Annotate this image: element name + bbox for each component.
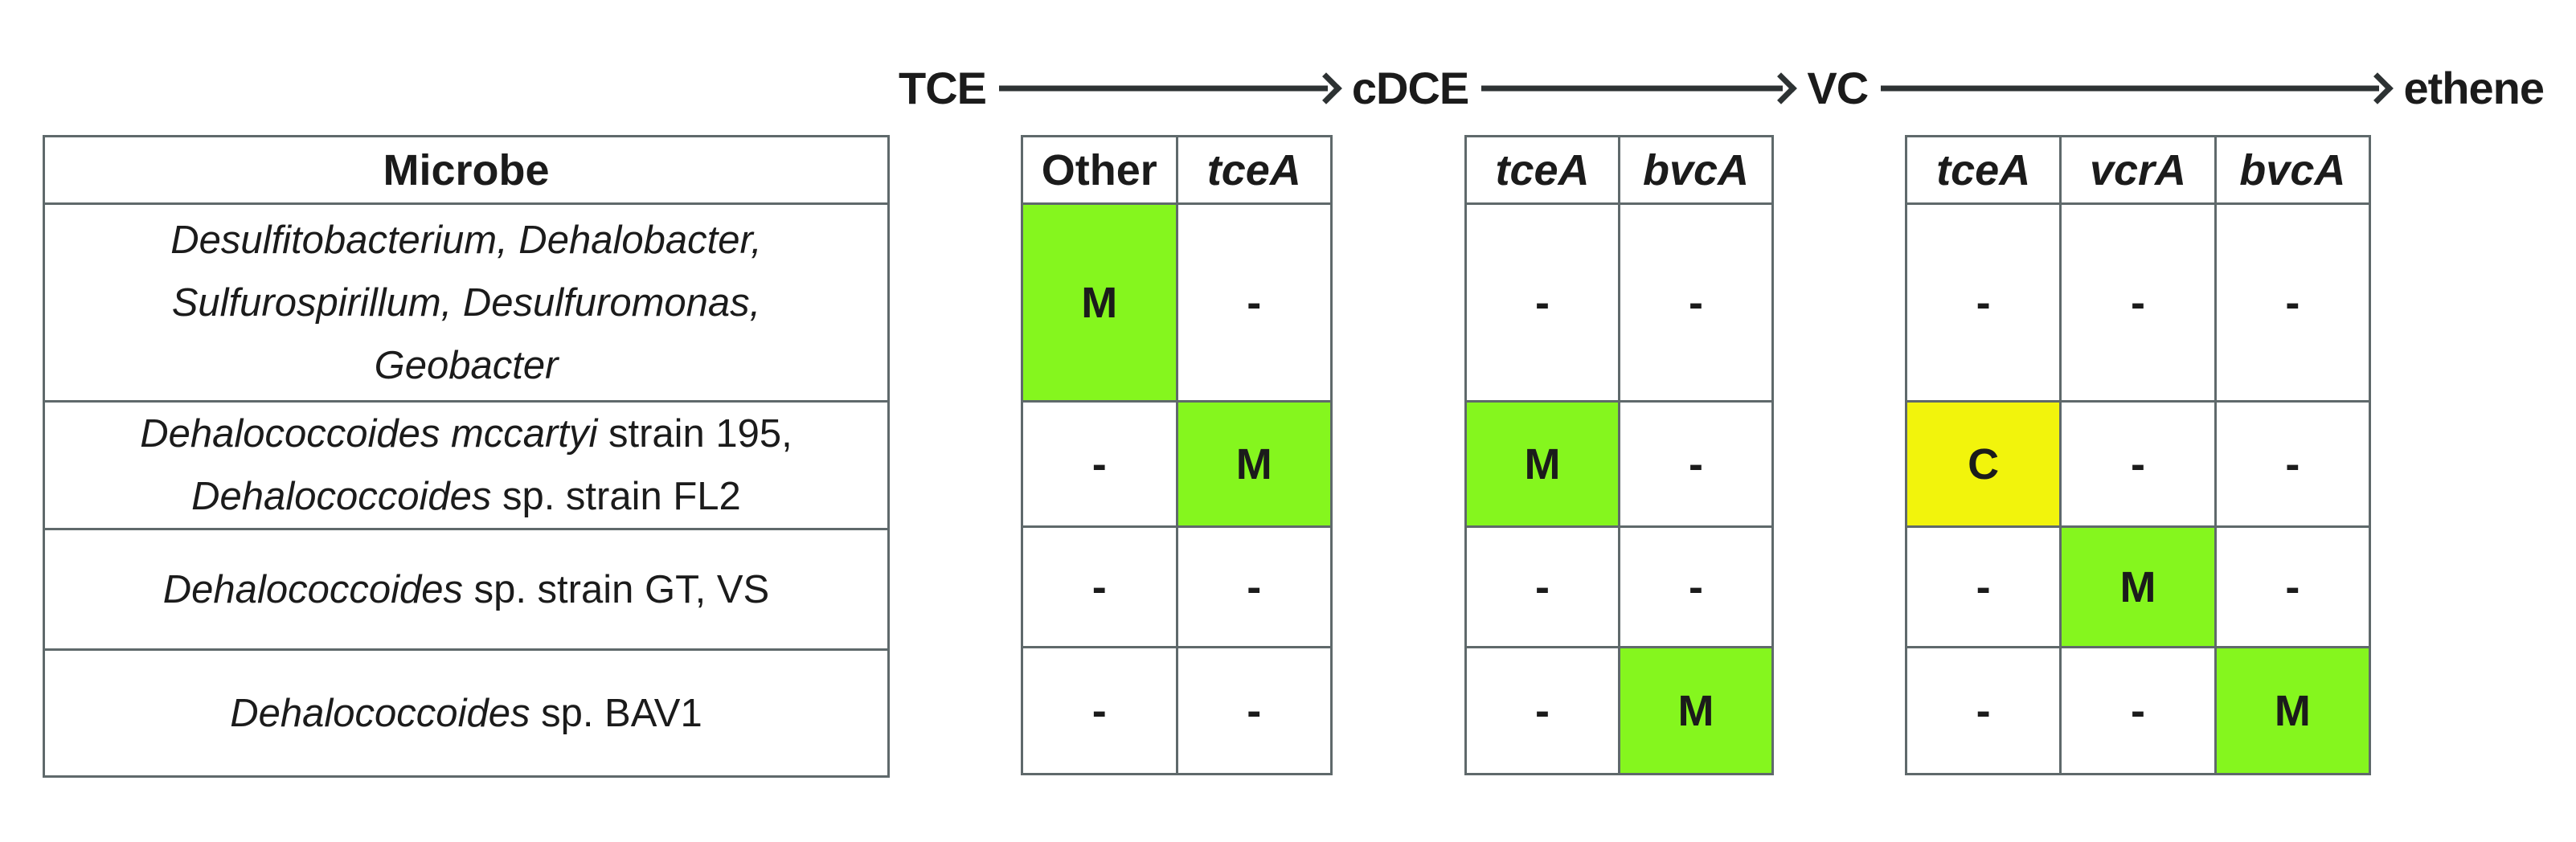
pathway-strip: TCE cDCE VC ethene [899, 42, 2545, 134]
microbe-table: Microbe Desulfitobacterium, Dehalobacter… [43, 135, 890, 778]
arrowhead-icon [1310, 72, 1342, 104]
gene-table-vc-ethene: tceA vcrA bvcA - - - C - - - M - - - M [1904, 135, 2372, 775]
matrix-cell: - [2059, 646, 2217, 775]
matrix-cell: - [2214, 202, 2372, 403]
matrix-cell: - [1464, 525, 1620, 648]
matrix-cell: - [2214, 400, 2372, 528]
microbe-name-row-4: Dehalococcoides sp. BAV1 [43, 648, 890, 778]
column-header-tcea: tceA [1175, 135, 1333, 205]
matrix-cell: M [2059, 525, 2217, 648]
matrix-cell: - [1464, 202, 1620, 403]
arrow-shaft [999, 85, 1328, 91]
matrix-cell: - [1904, 646, 2062, 775]
microbe-column-header: Microbe [43, 135, 890, 205]
column-header-other: Other [1021, 135, 1178, 205]
column-header-bvca: bvcA [2214, 135, 2372, 205]
matrix-cell: - [2214, 525, 2372, 648]
matrix-cell: - [1464, 646, 1620, 775]
matrix-cell: - [2059, 400, 2217, 528]
column-header-tcea: tceA [1904, 135, 2062, 205]
column-header-bvca: bvcA [1618, 135, 1774, 205]
matrix-cell: M [2214, 646, 2372, 775]
matrix-cell: - [1175, 646, 1333, 775]
microbe-name-row-3: Dehalococcoides sp. strain GT, VS [43, 528, 890, 651]
matrix-cell: - [1021, 525, 1178, 648]
arrow-shaft [1881, 85, 2380, 91]
arrowhead-icon [2361, 72, 2394, 104]
reaction-arrow-vc-ethene [1881, 70, 2394, 107]
column-header-tcea: tceA [1464, 135, 1620, 205]
column-header-vcra: vcrA [2059, 135, 2217, 205]
reaction-arrow-tce-cdce [999, 70, 1342, 107]
microbe-name-row-2: Dehalococcoides mccartyi strain 195, Deh… [43, 400, 890, 530]
matrix-cell: - [1618, 202, 1774, 403]
gene-table-tce-cdce: Other tceA M - - M - - - - [1021, 135, 1333, 775]
reaction-arrow-cdce-vc [1481, 70, 1798, 107]
gene-table-cdce-vc: tceA bvcA - - M - - - - M [1464, 135, 1774, 775]
matrix-cell: - [1175, 202, 1333, 403]
matrix-cell: - [2059, 202, 2217, 403]
matrix-cell: M [1021, 202, 1178, 403]
matrix-cell: - [1021, 400, 1178, 528]
compound-label-cdce: cDCE [1351, 63, 1469, 113]
microbe-name-row-1: Desulfitobacterium, Dehalobacter, Sulfur… [43, 202, 890, 403]
matrix-cell: - [1904, 202, 2062, 403]
matrix-cell: - [1618, 400, 1774, 528]
matrix-cell: - [1021, 646, 1178, 775]
matrix-cell: - [1618, 525, 1774, 648]
arrowhead-icon [1765, 72, 1798, 104]
matrix-cell: M [1618, 646, 1774, 775]
compound-label-tce: TCE [899, 63, 987, 113]
matrix-cell: - [1175, 525, 1333, 648]
matrix-cell: C [1904, 400, 2062, 528]
matrix-cell: M [1175, 400, 1333, 528]
compound-label-vc: VC [1807, 63, 1869, 113]
matrix-cell: M [1464, 400, 1620, 528]
matrix-cell: - [1904, 525, 2062, 648]
compound-label-ethene: ethene [2403, 63, 2544, 113]
arrow-shaft [1481, 85, 1784, 91]
